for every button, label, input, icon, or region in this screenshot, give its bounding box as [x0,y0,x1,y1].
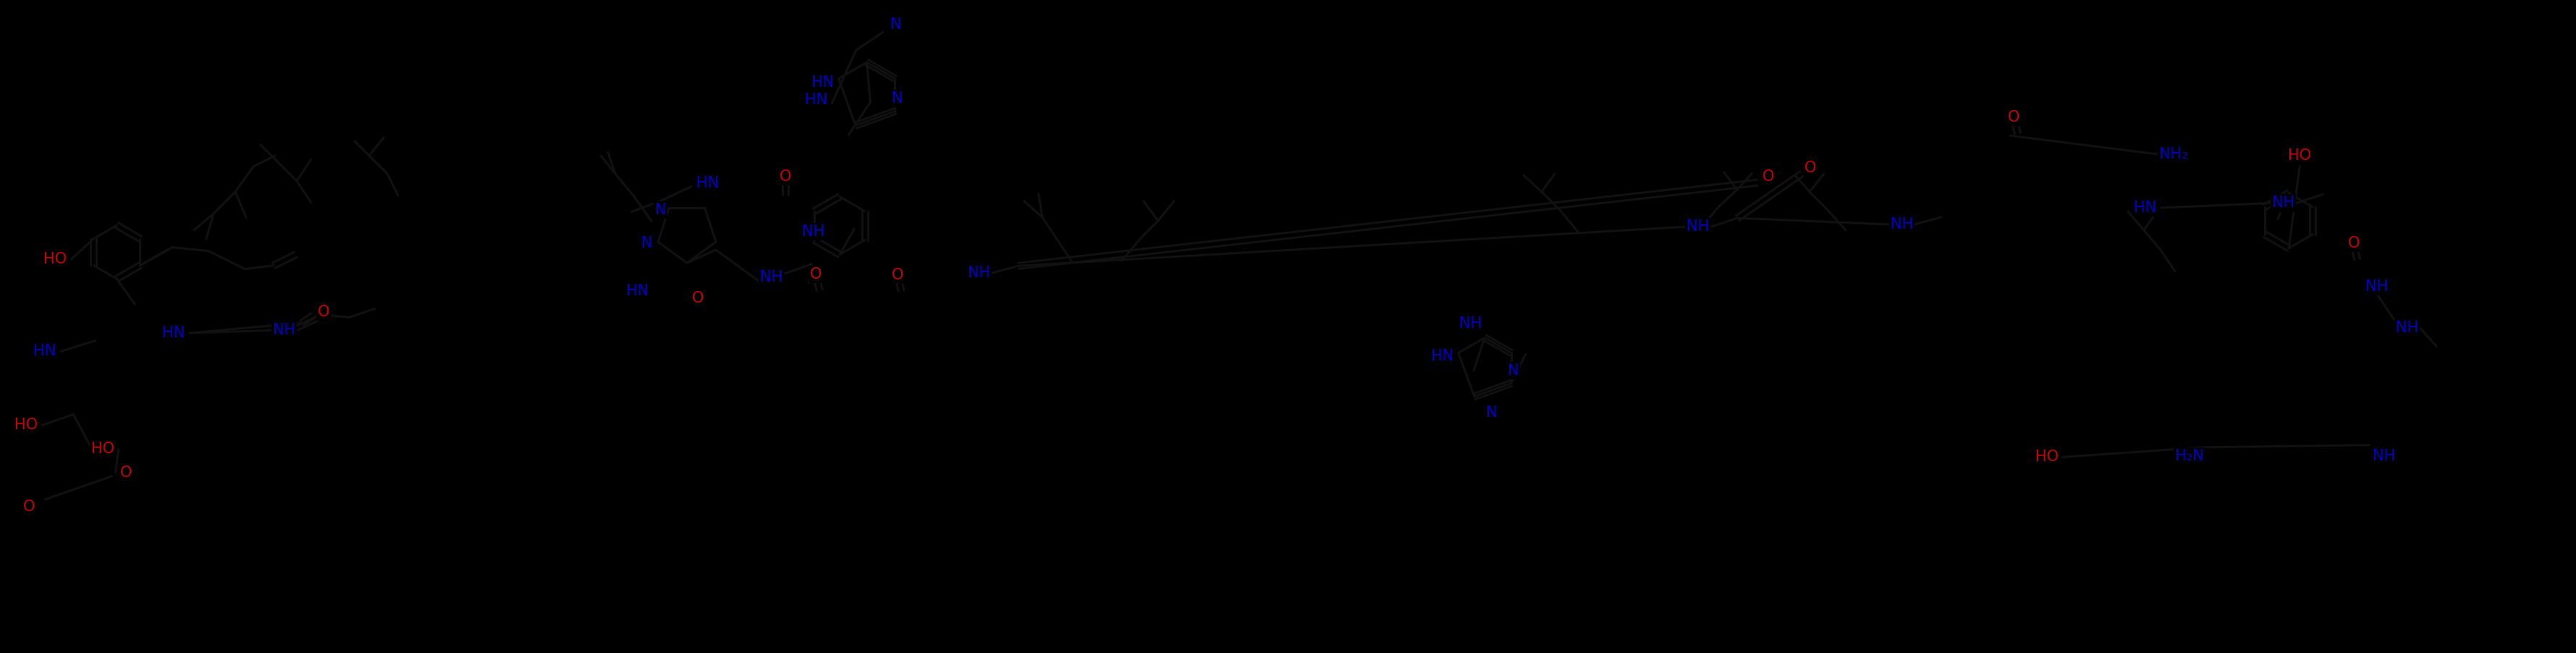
Text: N: N [654,203,667,217]
Text: O: O [1762,170,1775,184]
Text: N: N [891,18,902,32]
Text: O: O [778,170,791,184]
Text: N: N [1507,364,1520,378]
Text: NH: NH [969,266,989,280]
Text: HN: HN [1432,349,1453,364]
Text: N: N [891,91,902,105]
Text: O: O [2009,110,2020,125]
Text: O: O [2347,236,2360,251]
Text: NH: NH [1891,217,1914,232]
Text: O: O [891,268,904,282]
Text: NH: NH [273,323,296,338]
Text: O: O [690,291,703,306]
Text: NH: NH [2272,196,2295,210]
Text: HN: HN [626,283,649,298]
Text: NH: NH [801,224,824,239]
Text: N: N [1486,406,1497,420]
Text: NH: NH [2372,449,2396,463]
Text: N: N [641,236,652,251]
Text: HN: HN [33,344,57,358]
Text: HN: HN [2133,200,2156,215]
Text: HO: HO [2287,148,2311,163]
Text: HO: HO [44,252,67,266]
Text: N: N [1486,406,1497,420]
Text: O: O [317,305,330,319]
Text: HO: HO [2035,450,2058,464]
Text: NH: NH [760,270,783,285]
Text: NH: NH [1687,219,1708,234]
Text: NH: NH [2396,321,2419,336]
Text: HN: HN [696,176,719,190]
Text: HN: HN [811,75,835,89]
Text: HO: HO [15,418,39,432]
Text: HO: HO [90,441,113,456]
Text: NH₂: NH₂ [2159,147,2187,161]
Text: NH: NH [1461,316,1481,331]
Text: HN: HN [162,326,185,340]
Text: O: O [1803,161,1816,175]
Text: O: O [809,267,822,281]
Text: O: O [121,466,131,480]
Text: H₂N: H₂N [2174,449,2205,463]
Text: NH: NH [2365,279,2388,294]
Text: O: O [23,500,36,514]
Text: HN: HN [804,93,827,107]
Text: NH: NH [1461,316,1481,331]
